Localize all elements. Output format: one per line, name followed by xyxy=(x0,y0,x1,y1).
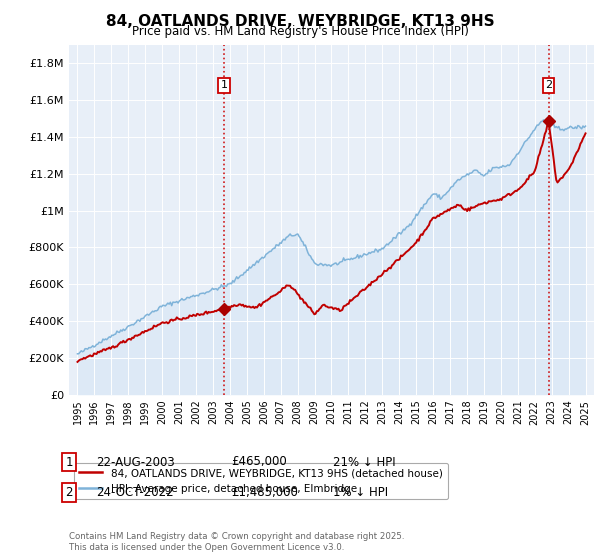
Text: 1: 1 xyxy=(65,455,73,469)
Text: Contains HM Land Registry data © Crown copyright and database right 2025.
This d: Contains HM Land Registry data © Crown c… xyxy=(69,532,404,552)
Text: £465,000: £465,000 xyxy=(231,455,287,469)
Text: 1% ↓ HPI: 1% ↓ HPI xyxy=(333,486,388,500)
Text: 22-AUG-2003: 22-AUG-2003 xyxy=(96,455,175,469)
Text: 21% ↓ HPI: 21% ↓ HPI xyxy=(333,455,395,469)
Text: £1,485,000: £1,485,000 xyxy=(231,486,298,500)
Text: 2: 2 xyxy=(545,80,552,90)
Text: Price paid vs. HM Land Registry's House Price Index (HPI): Price paid vs. HM Land Registry's House … xyxy=(131,25,469,38)
Text: 2: 2 xyxy=(65,486,73,500)
Legend: 84, OATLANDS DRIVE, WEYBRIDGE, KT13 9HS (detached house), HPI: Average price, de: 84, OATLANDS DRIVE, WEYBRIDGE, KT13 9HS … xyxy=(74,463,448,499)
Text: 24-OCT-2022: 24-OCT-2022 xyxy=(96,486,173,500)
Text: 84, OATLANDS DRIVE, WEYBRIDGE, KT13 9HS: 84, OATLANDS DRIVE, WEYBRIDGE, KT13 9HS xyxy=(106,14,494,29)
Text: 1: 1 xyxy=(220,80,227,90)
